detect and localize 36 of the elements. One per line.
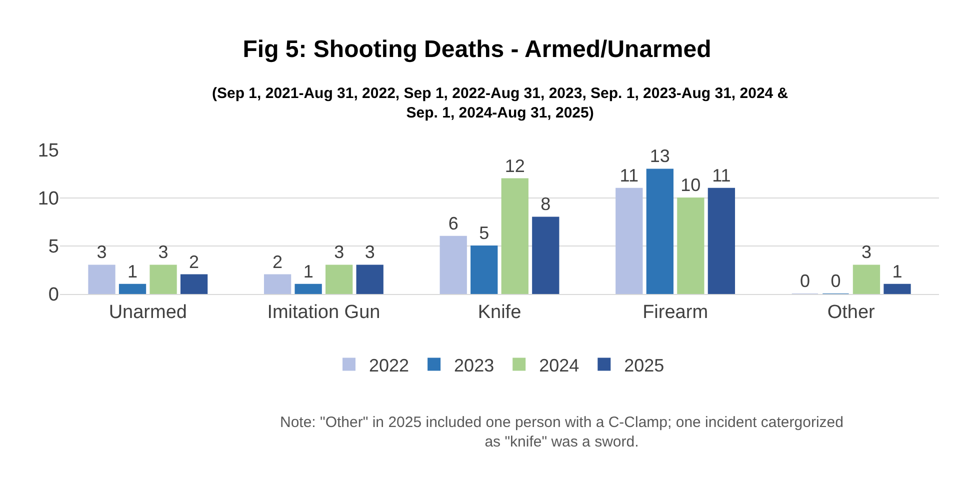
data-label: 1 (892, 261, 902, 282)
text: Note: "Other" in 2025 included one person with a C-Clamp; one incident catergorized as "knife" was a sword. (280, 414, 844, 450)
data-label: 0 (800, 271, 810, 291)
y-tick-label: 15 (38, 140, 59, 162)
y-tick-label: 5 (48, 236, 59, 258)
data-label: 11 (712, 165, 731, 186)
data-label: 1 (303, 261, 314, 282)
data-label: 8 (540, 194, 551, 214)
legend-label: 2025 (624, 355, 664, 376)
data-label: 0 (830, 271, 841, 291)
data-label: 2 (189, 252, 200, 272)
x-tick-label: Imitation Gun (267, 302, 380, 323)
y-tick-label: 0 (48, 284, 59, 306)
data-label: 3 (364, 242, 375, 262)
data-label: 11 (620, 165, 638, 186)
x-tick-label: Firearm (642, 302, 708, 323)
legend-label: 2024 (539, 355, 580, 376)
data-label: 3 (96, 242, 107, 262)
data-label: 1 (128, 261, 138, 282)
x-tick-label: Unarmed (108, 302, 187, 323)
x-tick-label: Other (827, 302, 876, 323)
chart-subtitle: (Sep 1, 2021-Aug 31, 2022, Sep 1, 2022-Aug 31, 2023, Sep. 1, 2023-Aug 31, 2024 & Sep. 1, 2024-Aug 31, 2025) (212, 85, 788, 122)
data-label: 5 (479, 223, 490, 243)
x-tick-label: Knife (478, 302, 522, 323)
data-label: 10 (680, 175, 701, 195)
data-label: 3 (861, 242, 872, 262)
legend-label: 2022 (369, 355, 410, 376)
data-label: 6 (448, 213, 458, 234)
chart-title: Fig 5: Shooting Deaths - Armed/Unarmed (242, 36, 712, 63)
y-tick-label: 10 (38, 188, 59, 210)
legend-label: 2023 (454, 355, 494, 376)
data-label: 13 (650, 146, 670, 166)
data-label: 12 (504, 156, 525, 176)
data-label: 2 (272, 252, 283, 272)
data-label: 3 (334, 242, 344, 262)
data-label: 3 (158, 242, 168, 262)
